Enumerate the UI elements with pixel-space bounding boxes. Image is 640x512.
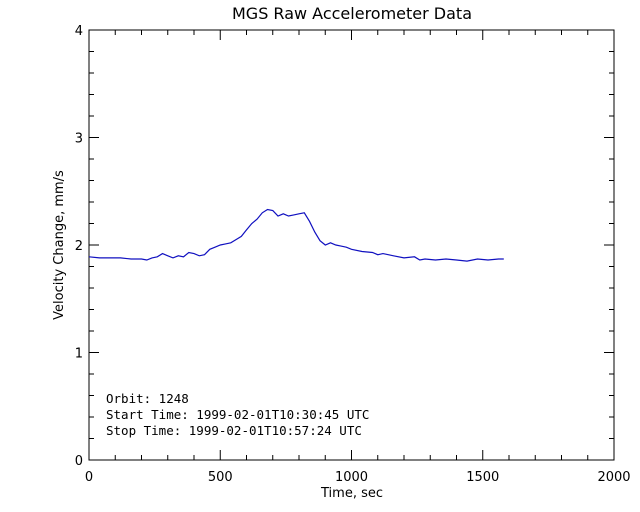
x-tick-label: 0 — [85, 470, 93, 485]
y-tick-label: 4 — [75, 24, 83, 39]
y-tick-labels: 0 1 2 3 4 — [75, 24, 83, 469]
x-axis-label: Time, sec — [320, 486, 383, 501]
x-tick-labels: 0 500 1000 1500 2000 — [85, 470, 631, 485]
series-line — [88, 208, 504, 262]
stop-time-annotation: Stop Time: 1999-02-01T10:57:24 UTC — [106, 423, 362, 438]
y-tick-label: 1 — [75, 347, 83, 362]
x-tick-label: 1000 — [335, 470, 368, 485]
y-axis-label: Velocity Change, mm/s — [52, 170, 67, 320]
y-tick-label: 3 — [75, 132, 83, 147]
y-tick-label: 2 — [75, 239, 83, 254]
start-time-annotation: Start Time: 1999-02-01T10:30:45 UTC — [106, 407, 369, 422]
x-tick-label: 500 — [208, 470, 233, 485]
axis-ticks — [88, 29, 615, 461]
y-tick-label: 0 — [75, 454, 83, 469]
chart-title: MGS Raw Accelerometer Data — [232, 4, 472, 23]
x-tick-label: 1500 — [466, 470, 499, 485]
orbit-annotation: Orbit: 1248 — [106, 391, 189, 406]
x-tick-label: 2000 — [597, 470, 630, 485]
